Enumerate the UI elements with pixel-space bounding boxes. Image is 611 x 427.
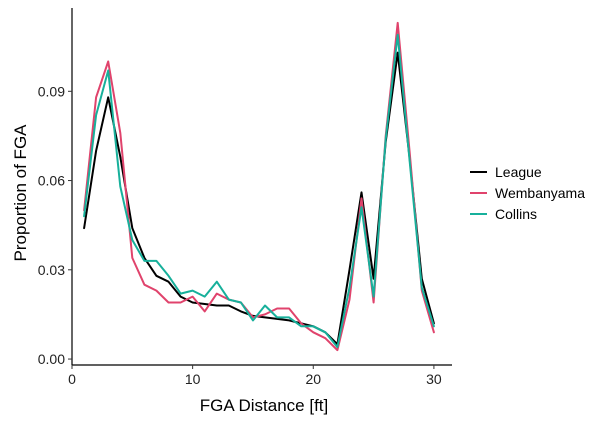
x-tick-label: 10	[185, 371, 201, 387]
legend: League Wembanyama Collins	[470, 164, 585, 222]
legend-label-collins: Collins	[495, 206, 537, 222]
y-axis-label: Proportion of FGA	[11, 124, 30, 262]
x-tick-label: 0	[68, 371, 76, 387]
y-tick-label: 0.06	[38, 173, 65, 189]
x-tick-label: 20	[305, 371, 321, 387]
x-tick-label: 30	[426, 371, 442, 387]
legend-label-league: League	[495, 164, 542, 180]
y-tick-label: 0.00	[38, 351, 65, 367]
series-line-collins	[83, 33, 435, 349]
x-axis-label: FGA Distance [ft]	[200, 396, 329, 415]
y-tick-label: 0.09	[38, 83, 65, 99]
y-tick-label: 0.03	[38, 262, 65, 278]
legend-label-wembanyama: Wembanyama	[495, 185, 585, 201]
